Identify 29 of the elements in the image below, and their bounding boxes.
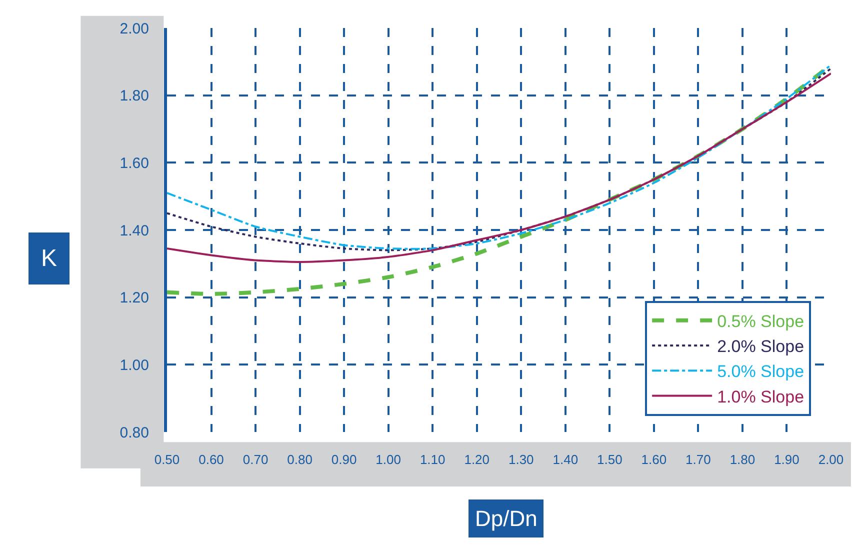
x-tick-label: 2.00 <box>818 452 844 467</box>
x-tick-label: 0.70 <box>242 452 268 467</box>
x-tick-label: 1.60 <box>641 452 667 467</box>
legend-label: 2.0% Slope <box>717 337 804 356</box>
y-axis-title: K <box>41 245 58 272</box>
x-tick-label: 1.20 <box>464 452 490 467</box>
x-tick-label: 1.90 <box>774 452 800 467</box>
legend-label: 5.0% Slope <box>717 362 804 382</box>
legend-label: 1.0% Slope <box>717 387 804 406</box>
x-tick-label: 1.70 <box>686 452 711 467</box>
legend-label: 0.5% Slope <box>717 312 804 332</box>
y-tick-label: 1.60 <box>120 154 149 172</box>
y-tick-label: 2.00 <box>120 20 149 38</box>
x-tick-label: 1.30 <box>508 452 534 467</box>
y-tick-label: 0.80 <box>120 424 149 442</box>
x-tick-label: 0.90 <box>331 452 357 467</box>
x-tick-label: 1.00 <box>376 452 401 467</box>
x-tick-label: 1.10 <box>420 452 446 467</box>
x-tick-label: 1.80 <box>730 452 756 467</box>
x-tick-label: 1.50 <box>597 452 622 467</box>
x-tick-label: 1.40 <box>552 452 578 467</box>
y-tick-label: 1.20 <box>120 290 149 307</box>
x-tick-label: 0.50 <box>154 452 180 467</box>
x-tick-label: 0.60 <box>198 452 224 467</box>
y-tick-label: 1.00 <box>120 356 149 374</box>
y-tick-label: 1.80 <box>120 88 149 105</box>
x-tick-label: 0.80 <box>287 452 312 467</box>
x-axis-title: Dp/Dn <box>475 506 538 531</box>
y-tick-label: 1.40 <box>120 222 149 240</box>
